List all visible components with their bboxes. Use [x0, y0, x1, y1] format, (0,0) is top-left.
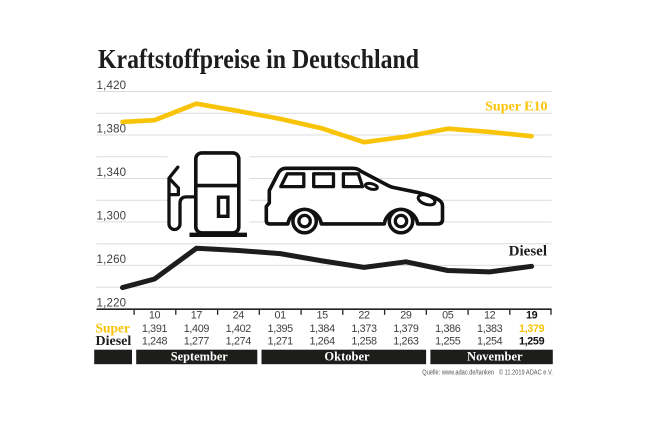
svg-text:Quelle: www.adac.de/tanken ©: Quelle: www.adac.de/tanken © 11.2019 ADA…: [422, 369, 553, 377]
svg-text:19: 19: [526, 310, 538, 322]
svg-text:1,373: 1,373: [351, 323, 377, 335]
svg-text:Diesel: Diesel: [96, 334, 132, 349]
svg-text:1,274: 1,274: [226, 336, 252, 348]
svg-text:24: 24: [233, 310, 245, 322]
svg-text:1,260: 1,260: [97, 254, 127, 266]
svg-text:1,391: 1,391: [142, 323, 168, 335]
svg-text:1,264: 1,264: [309, 336, 335, 348]
svg-text:10: 10: [149, 310, 161, 322]
svg-text:1,271: 1,271: [268, 336, 294, 348]
svg-text:29: 29: [400, 310, 412, 322]
svg-text:1,220: 1,220: [97, 297, 127, 309]
svg-text:15: 15: [316, 310, 328, 322]
svg-text:Diesel: Diesel: [509, 244, 547, 260]
svg-text:1,263: 1,263: [393, 336, 419, 348]
svg-text:12: 12: [484, 310, 496, 322]
svg-text:1,255: 1,255: [435, 336, 461, 348]
svg-text:1,300: 1,300: [97, 210, 127, 222]
svg-text:1,386: 1,386: [435, 323, 461, 335]
svg-text:November: November: [467, 349, 523, 363]
svg-text:1,409: 1,409: [184, 323, 210, 335]
svg-text:1,340: 1,340: [97, 167, 127, 179]
svg-text:1,402: 1,402: [226, 323, 252, 335]
svg-text:September: September: [171, 349, 228, 363]
svg-text:1,384: 1,384: [309, 323, 335, 335]
svg-text:Oktober: Oktober: [324, 349, 370, 363]
svg-text:Super: Super: [96, 320, 131, 335]
svg-text:17: 17: [191, 310, 203, 322]
svg-text:22: 22: [358, 310, 370, 322]
svg-text:1,259: 1,259: [519, 336, 545, 348]
svg-text:1,379: 1,379: [393, 323, 419, 335]
svg-text:1,254: 1,254: [477, 336, 503, 348]
svg-text:05: 05: [442, 310, 454, 322]
svg-text:1,383: 1,383: [477, 323, 503, 335]
svg-text:1,380: 1,380: [97, 124, 127, 136]
svg-text:1,248: 1,248: [142, 336, 168, 348]
svg-text:Kraftstoffpreise in Deutschlan: Kraftstoffpreise in Deutschland: [98, 44, 419, 74]
svg-text:01: 01: [275, 310, 287, 322]
svg-text:1,277: 1,277: [184, 336, 210, 348]
svg-text:1,379: 1,379: [519, 323, 545, 335]
svg-text:Super E10: Super E10: [485, 100, 547, 115]
svg-text:1,420: 1,420: [97, 80, 127, 92]
svg-text:1,258: 1,258: [351, 336, 377, 348]
svg-text:1,395: 1,395: [268, 323, 294, 335]
